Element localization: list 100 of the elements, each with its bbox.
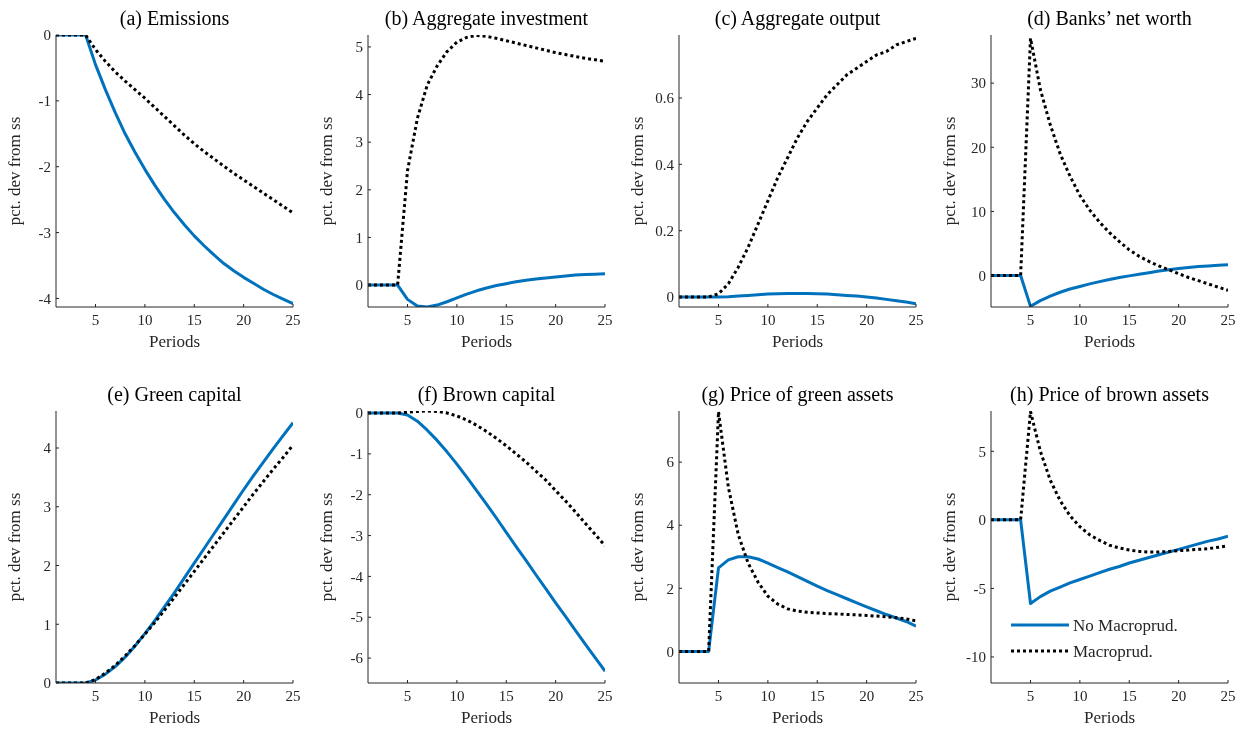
chart-title: (f) Brown capital xyxy=(417,383,556,406)
x-tick-label: 25 xyxy=(597,312,613,328)
x-tick-label: 15 xyxy=(186,688,202,704)
chart-title: (g) Price of green assets xyxy=(701,383,894,406)
x-tick-label: 15 xyxy=(498,312,514,328)
x-axis-title: Periods xyxy=(772,332,823,351)
chart-title: (h) Price of brown assets xyxy=(1010,383,1210,406)
y-tick-label: 0.6 xyxy=(655,90,675,107)
chart-title: (b) Aggregate investment xyxy=(384,7,589,30)
legend-label: Macroprud. xyxy=(1073,641,1153,661)
y-tick-label: 3 xyxy=(355,134,363,151)
x-tick-label: 5 xyxy=(91,688,100,704)
y-tick-label: 1 xyxy=(43,616,51,633)
x-axis-title: Periods xyxy=(1084,332,1135,351)
x-axis-title: Periods xyxy=(149,332,200,351)
y-tick-label: 3 xyxy=(43,499,51,516)
line-series xyxy=(368,35,605,287)
line-series xyxy=(679,411,916,653)
y-tick-label: 4 xyxy=(666,517,675,534)
y-tick-label: 0 xyxy=(355,277,363,294)
line-series xyxy=(679,555,916,653)
y-tick-label: -3 xyxy=(350,527,363,544)
y-tick-label: 6 xyxy=(666,454,675,471)
x-axis-title: Periods xyxy=(1084,708,1135,727)
y-tick-label: 0 xyxy=(666,289,674,306)
x-tick-label: 20 xyxy=(859,688,875,704)
y-axis-title: pct. dev from ss xyxy=(5,492,24,602)
y-tick-label: -6 xyxy=(350,650,364,667)
x-tick-label: 10 xyxy=(449,312,465,328)
line-series xyxy=(991,36,1228,292)
x-axis-title: Periods xyxy=(461,332,512,351)
legend-label: No Macroprud. xyxy=(1073,615,1178,635)
y-tick-label: 1 xyxy=(355,229,363,246)
x-tick-label: 15 xyxy=(1121,688,1137,704)
x-tick-label: 10 xyxy=(449,688,465,704)
y-tick-label: -10 xyxy=(966,649,986,666)
y-tick-label: 0 xyxy=(978,267,986,284)
x-tick-label: 20 xyxy=(236,688,252,704)
x-tick-label: 5 xyxy=(1026,688,1035,704)
y-tick-label: 0 xyxy=(43,675,51,692)
line-series xyxy=(56,35,293,306)
x-tick-label: 5 xyxy=(714,688,723,704)
y-tick-label: 0.2 xyxy=(655,222,674,239)
x-tick-label: 25 xyxy=(1220,688,1236,704)
x-tick-label: 20 xyxy=(1171,312,1187,328)
x-axis-title: Periods xyxy=(461,708,512,727)
x-tick-label: 20 xyxy=(236,312,252,328)
x-tick-label: 25 xyxy=(908,312,924,328)
x-tick-label: 15 xyxy=(498,688,514,704)
y-tick-label: 0.4 xyxy=(655,156,675,173)
x-axis-title: Periods xyxy=(772,708,823,727)
x-tick-label: 25 xyxy=(908,688,924,704)
y-axis-title: pct. dev from ss xyxy=(317,116,336,226)
y-tick-label: -3 xyxy=(38,224,51,241)
x-axis-title: Periods xyxy=(149,708,200,727)
line-series xyxy=(991,411,1228,554)
x-tick-label: 25 xyxy=(597,688,613,704)
y-axis-title: pct. dev from ss xyxy=(940,116,959,226)
y-tick-label: 2 xyxy=(43,557,51,574)
y-tick-label: -2 xyxy=(350,486,363,503)
y-tick-label: -5 xyxy=(350,609,363,626)
y-tick-label: 0 xyxy=(666,643,674,660)
x-tick-label: 25 xyxy=(285,688,301,704)
line-series xyxy=(679,36,916,299)
x-tick-label: 15 xyxy=(809,312,825,328)
x-tick-label: 25 xyxy=(285,312,301,328)
x-tick-label: 20 xyxy=(548,688,564,704)
y-tick-label: 4 xyxy=(43,440,52,457)
x-tick-label: 10 xyxy=(760,688,776,704)
y-tick-label: 20 xyxy=(971,139,986,156)
x-tick-label: 25 xyxy=(1220,312,1236,328)
y-tick-label: 2 xyxy=(355,182,363,199)
x-tick-label: 20 xyxy=(859,312,875,328)
x-tick-label: 5 xyxy=(403,688,412,704)
x-tick-label: 10 xyxy=(1072,688,1088,704)
y-tick-label: -1 xyxy=(38,93,51,110)
line-series xyxy=(368,411,605,673)
y-tick-label: 30 xyxy=(971,75,986,92)
chart-title: (a) Emissions xyxy=(119,7,230,30)
y-tick-label: 0 xyxy=(43,27,51,44)
x-tick-label: 10 xyxy=(137,688,153,704)
chart-title: (d) Banks’ net worth xyxy=(1027,7,1192,30)
y-axis-title: pct. dev from ss xyxy=(317,492,336,602)
x-tick-label: 15 xyxy=(809,688,825,704)
y-tick-label: 10 xyxy=(971,203,986,220)
y-tick-label: 0 xyxy=(978,512,986,529)
x-tick-label: 5 xyxy=(1026,312,1035,328)
chart-title: (c) Aggregate output xyxy=(714,7,881,30)
y-tick-label: 4 xyxy=(355,86,364,103)
x-tick-label: 10 xyxy=(137,312,153,328)
x-tick-label: 10 xyxy=(760,312,776,328)
x-tick-label: 10 xyxy=(1072,312,1088,328)
x-tick-label: 20 xyxy=(548,312,564,328)
y-tick-label: -2 xyxy=(38,158,51,175)
y-axis-title: pct. dev from ss xyxy=(940,492,959,602)
x-tick-label: 15 xyxy=(186,312,202,328)
line-series xyxy=(991,518,1228,605)
x-tick-label: 5 xyxy=(403,312,412,328)
y-axis-title: pct. dev from ss xyxy=(5,116,24,226)
y-tick-label: 5 xyxy=(355,39,363,56)
